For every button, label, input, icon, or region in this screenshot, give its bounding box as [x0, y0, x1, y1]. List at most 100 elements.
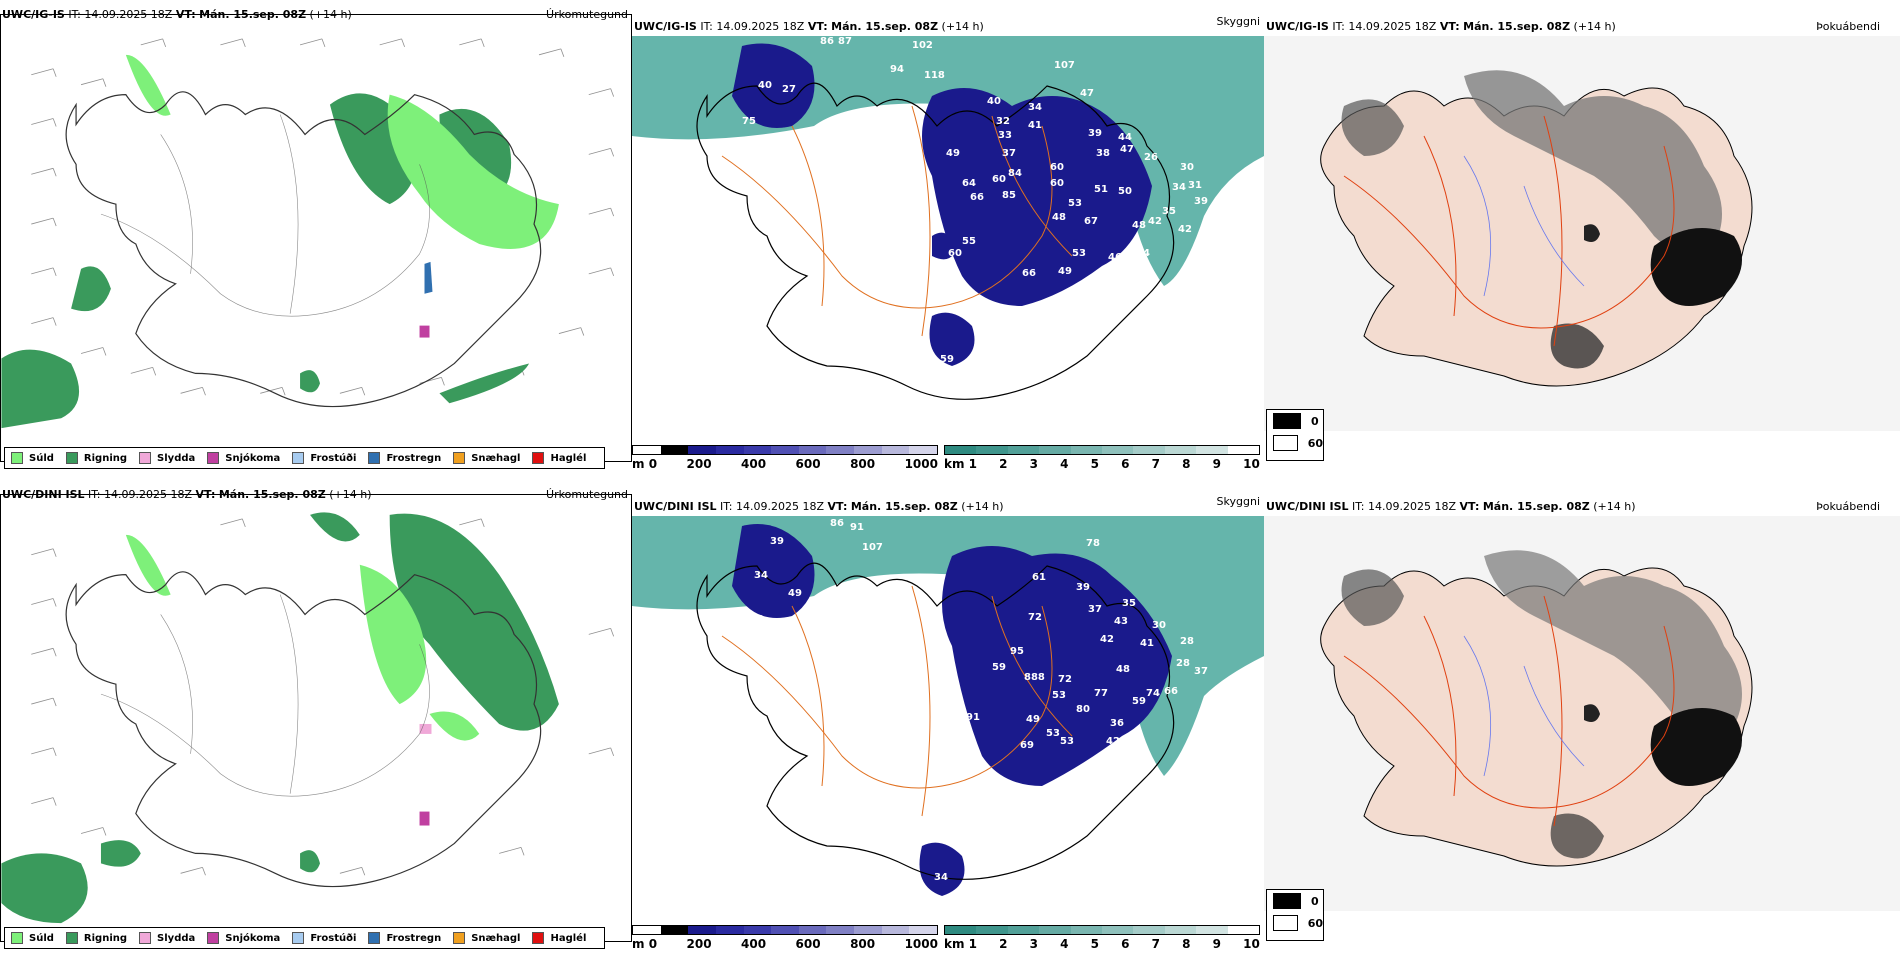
fog-legend: 0 60: [1266, 889, 1324, 941]
panel-header: UWC/IG-IS IT: 14.09.2025 18Z VT: Mán. 15…: [1266, 20, 1894, 34]
colorbar-cell: [1164, 926, 1197, 934]
tick-label: 400: [741, 937, 767, 951]
fog-west: [1341, 99, 1404, 156]
roads: [1343, 115, 1675, 347]
cloud-base-label: 120: [938, 832, 959, 843]
cloud-base-label: 66: [1022, 268, 1036, 279]
tick-label: 600: [795, 457, 821, 471]
fog-south: [1550, 323, 1604, 369]
cloud-base-label: 46: [1108, 252, 1122, 263]
cloud-base-label: 78: [1086, 538, 1100, 549]
unit-label: m 0: [632, 457, 658, 471]
cloud-base-label: 38: [1096, 148, 1110, 159]
it-label: IT:: [1332, 20, 1345, 33]
colorbar-cell: [1196, 926, 1228, 934]
cloud-base-label: 87: [980, 350, 994, 361]
cloud-base-label: 39: [770, 536, 784, 547]
legend-item: Haglél: [532, 452, 586, 464]
cloud-map: 39 86 91 107 34 49 78 61 39 37 35 43 30 …: [632, 516, 1264, 911]
colorbar-cell: [1039, 446, 1071, 454]
visibility-colorbar: [944, 925, 1260, 935]
swatch: [453, 452, 466, 464]
fog-north: [1464, 70, 1722, 255]
colorbar-cell: [660, 446, 689, 454]
it-value: 14.09.2025 18Z: [716, 20, 805, 33]
sleet-area: [419, 723, 432, 734]
cloud-base-label: 26: [1144, 152, 1158, 163]
tick-label: 10: [1243, 937, 1260, 951]
fog-dense-east: [1650, 228, 1742, 306]
tick-label: 200: [686, 457, 712, 471]
legend-item: Súld: [11, 932, 54, 944]
colorbar-cell: [854, 926, 882, 934]
tick-label: 7: [1151, 937, 1161, 951]
cloud-map-svg: [632, 36, 1264, 400]
vt-label: VT:: [1459, 500, 1480, 513]
fog-dense-east: [1650, 708, 1742, 786]
model-name: UWC/DINI ISL: [634, 500, 717, 513]
vt-label: VT:: [807, 20, 828, 33]
visibility-ticks: km 1 2 3 4 5 6 7 8 9 10: [944, 457, 1260, 471]
vt-value: Mán. 15.sep. 08Z: [850, 500, 958, 513]
tick-label: 1000: [904, 937, 938, 951]
legend-item: Slydda: [139, 932, 195, 944]
legend-item: Haglél: [532, 932, 586, 944]
lead-time: (+14 h): [1593, 500, 1636, 513]
unit-label: km 1: [944, 937, 978, 951]
swatch: [532, 452, 545, 464]
cloud-base-label: 61: [1032, 572, 1046, 583]
model-name: UWC/IG-IS: [1266, 20, 1329, 33]
cloud-base-ticks: m 0 200 400 600 800 1000: [632, 937, 938, 951]
colorbar-cell: [1102, 926, 1134, 934]
cloud-base-label: 72: [1058, 674, 1072, 685]
tick-label: 4: [1060, 937, 1069, 951]
fog-south: [1550, 813, 1604, 859]
precip-map: [0, 494, 632, 942]
cloud-base-label: 35: [1122, 598, 1136, 609]
cloud-base-label: 48: [1052, 212, 1066, 223]
colorbar-cell: [945, 446, 977, 454]
tick-label: 8: [1182, 937, 1191, 951]
swatch: [1273, 413, 1301, 429]
tick-label: 600: [795, 937, 821, 951]
legend-item: Frostúði: [292, 452, 356, 464]
tick-label: 2: [999, 937, 1008, 951]
cloud-base-label: 49: [1058, 266, 1072, 277]
colorbar-cell: [1039, 926, 1071, 934]
cloud-base-label: 102: [912, 40, 933, 51]
tick-label: 1000: [904, 457, 938, 471]
colorbar-cell: [771, 446, 799, 454]
cloud-base-label: 57: [1057, 334, 1071, 345]
swatch: [207, 452, 220, 464]
model-name: UWC/IG-IS: [634, 20, 697, 33]
rivers: [1463, 155, 1585, 297]
cloud-base-label: 51: [1094, 184, 1108, 195]
precip-legend: Súld Rigning Slydda Snjókoma Frostúði Fr…: [4, 447, 606, 469]
colorbar-cell: [826, 446, 855, 454]
cloud-base-label: 53: [1052, 690, 1066, 701]
precip-legend: Súld Rigning Slydda Snjókoma Frostúði Fr…: [4, 927, 606, 949]
drizzle-areas: [125, 54, 559, 249]
cloud-base-label: 66: [1164, 686, 1178, 697]
legend-item: Rigning: [65, 932, 127, 944]
cloud-base-south: [929, 312, 975, 366]
cloud-base-label: 49: [1026, 714, 1040, 725]
fog-panel-dini: UWC/DINI ISL IT: 14.09.2025 18Z VT: Mán.…: [1264, 480, 1900, 955]
legend-item: Frostúði: [292, 932, 356, 944]
it-value: 14.09.2025 18Z: [1368, 500, 1457, 513]
cloud-base-label: 888: [1024, 672, 1045, 683]
cloud-base-label: 39: [1194, 196, 1208, 207]
swatch: [1273, 915, 1298, 931]
swatch: [1273, 435, 1298, 451]
vt-label: VT:: [1439, 20, 1460, 33]
cloud-base-label: 32: [996, 116, 1010, 127]
cloud-base-label: 34: [1028, 102, 1042, 113]
colorbar-cell: [715, 926, 744, 934]
precip-map: [0, 14, 632, 462]
drizzle-areas: [125, 534, 480, 741]
swatch: [1273, 893, 1301, 909]
tick-label: 3: [1029, 457, 1039, 471]
fog-legend-row: 60: [1267, 432, 1323, 454]
cloud-base-legend: m 0 200 400 600 800 1000: [632, 925, 938, 951]
colorbar-cell: [909, 446, 938, 454]
